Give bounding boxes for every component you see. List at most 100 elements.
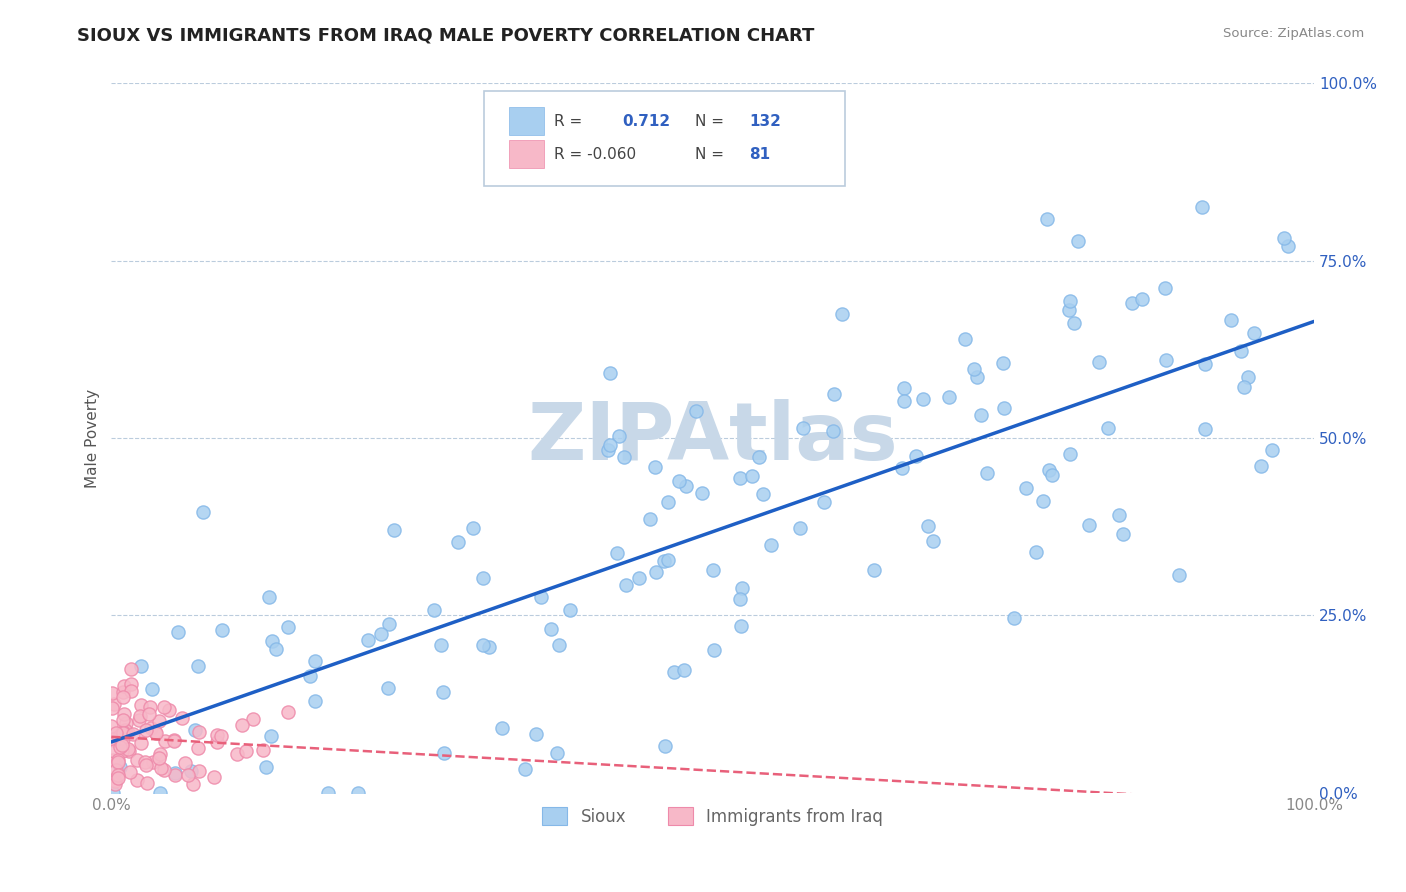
Point xyxy=(1121,296,1143,310)
Point xyxy=(654,739,676,753)
Point xyxy=(135,758,157,772)
Point xyxy=(1194,357,1216,371)
Point xyxy=(792,421,814,435)
Point xyxy=(1272,231,1295,245)
Point xyxy=(893,381,915,395)
Point xyxy=(751,487,773,501)
Point xyxy=(1002,610,1025,624)
Point xyxy=(149,747,172,761)
Point xyxy=(170,711,193,725)
Point xyxy=(1040,468,1063,483)
Point xyxy=(101,733,124,747)
Point xyxy=(1108,508,1130,522)
Point xyxy=(125,772,148,787)
Point xyxy=(1194,421,1216,435)
Point xyxy=(177,768,200,782)
Point xyxy=(318,786,340,800)
Point xyxy=(652,554,675,568)
Point xyxy=(346,786,368,800)
Point xyxy=(155,734,177,748)
Point xyxy=(108,760,131,774)
Point xyxy=(117,741,139,756)
Point xyxy=(100,719,122,733)
Text: R =: R = xyxy=(554,113,582,128)
Point xyxy=(104,764,127,778)
Point xyxy=(1243,326,1265,341)
Text: R = -0.060: R = -0.060 xyxy=(554,147,636,161)
Point xyxy=(299,669,322,683)
Point xyxy=(970,408,993,422)
Point xyxy=(1067,235,1090,249)
Point xyxy=(115,716,138,731)
Point xyxy=(118,744,141,758)
Point xyxy=(187,659,209,673)
Point xyxy=(675,479,697,493)
Text: 81: 81 xyxy=(749,147,770,161)
Point xyxy=(1112,526,1135,541)
Point xyxy=(231,718,253,732)
Point xyxy=(149,786,172,800)
Point xyxy=(153,763,176,777)
Point xyxy=(471,571,494,585)
Point xyxy=(277,620,299,634)
Point xyxy=(157,703,180,717)
Point xyxy=(1038,463,1060,477)
Point xyxy=(103,744,125,758)
Point xyxy=(993,401,1015,416)
Point xyxy=(953,332,976,346)
Point xyxy=(128,709,150,723)
Point xyxy=(127,753,149,767)
Point xyxy=(1036,212,1059,227)
Point xyxy=(1277,239,1299,253)
Point xyxy=(148,751,170,765)
Point xyxy=(260,634,283,648)
Point xyxy=(101,701,124,715)
Point xyxy=(131,698,153,712)
Point xyxy=(891,460,914,475)
Point xyxy=(447,534,470,549)
Point xyxy=(423,603,446,617)
Text: 132: 132 xyxy=(749,113,780,128)
Point xyxy=(702,563,724,577)
Point xyxy=(187,764,209,778)
Point xyxy=(1153,281,1175,295)
Point xyxy=(1097,421,1119,435)
Point xyxy=(1237,369,1260,384)
Point xyxy=(1191,200,1213,214)
Point xyxy=(461,521,484,535)
Point xyxy=(690,486,713,500)
Point xyxy=(471,638,494,652)
Point xyxy=(789,521,811,535)
Point xyxy=(104,774,127,789)
Point xyxy=(598,443,620,458)
Point xyxy=(491,721,513,735)
Point xyxy=(657,553,679,567)
Point xyxy=(662,665,685,679)
Point xyxy=(101,786,124,800)
Point xyxy=(558,603,581,617)
Point xyxy=(917,518,939,533)
Point xyxy=(163,732,186,747)
Point xyxy=(134,756,156,770)
Point xyxy=(304,654,326,668)
Point xyxy=(202,770,225,784)
Point xyxy=(606,545,628,559)
Point xyxy=(193,505,215,519)
Y-axis label: Male Poverty: Male Poverty xyxy=(86,389,100,488)
FancyBboxPatch shape xyxy=(509,107,544,135)
Point xyxy=(640,512,662,526)
Point xyxy=(183,723,205,737)
Point xyxy=(645,566,668,580)
Point xyxy=(103,732,125,747)
Point xyxy=(921,533,943,548)
Point xyxy=(1233,380,1256,394)
Point xyxy=(1167,568,1189,582)
Point xyxy=(432,684,454,698)
Point xyxy=(277,705,299,719)
Point xyxy=(139,700,162,714)
Point xyxy=(1250,459,1272,474)
Point xyxy=(138,706,160,721)
Point xyxy=(112,685,135,699)
Point xyxy=(142,755,165,769)
Point xyxy=(433,746,456,760)
